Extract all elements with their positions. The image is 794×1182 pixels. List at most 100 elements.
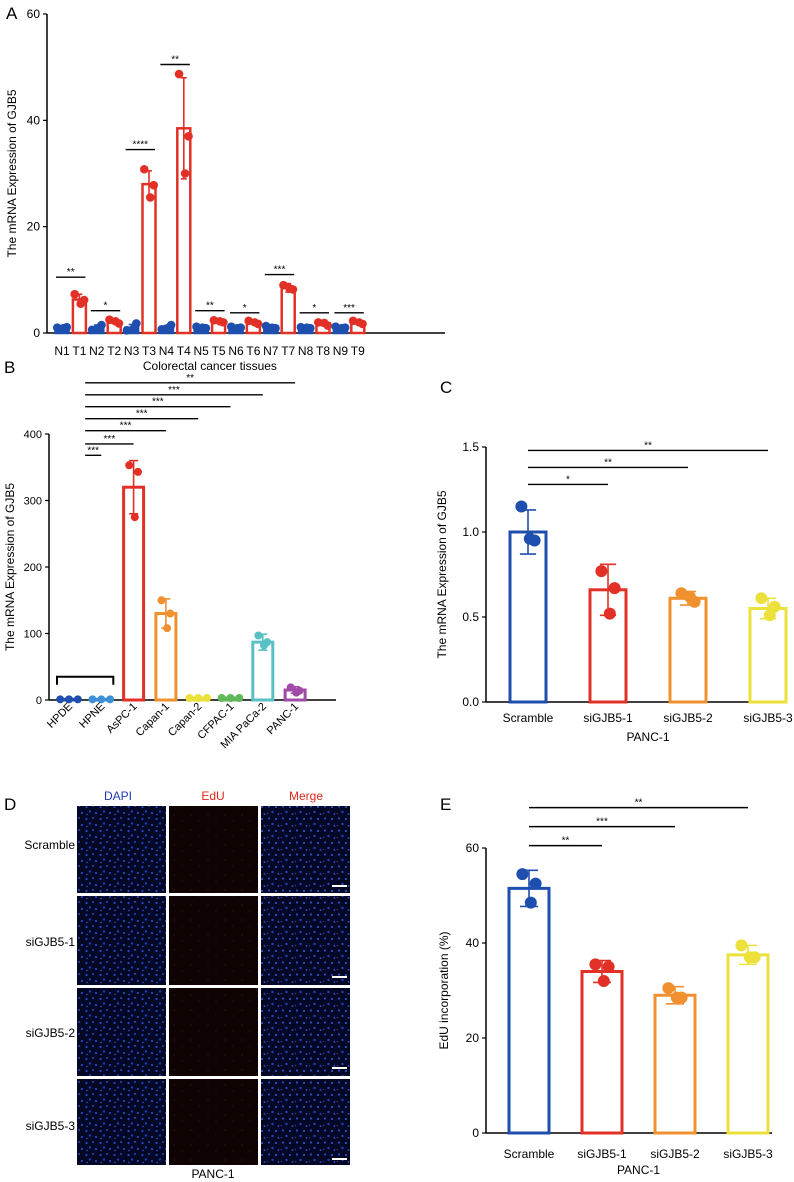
y-tick-label: 60 — [27, 7, 41, 21]
data-point-e-1-1 — [602, 960, 615, 973]
x-tick-label-b-3: Capan-1 — [134, 701, 172, 739]
bar-c-3 — [748, 607, 788, 704]
x-tick-label-a-1: T1 — [72, 344, 86, 358]
data-point-e-3-2 — [743, 951, 756, 964]
significance-label-a-7: * — [312, 303, 316, 314]
micrograph-edu-sigjb5-2 — [169, 988, 258, 1076]
control-group-bracket — [56, 675, 115, 685]
significance-label-a-3: ** — [171, 55, 179, 66]
data-point-b-1-2 — [106, 695, 115, 704]
panel-letter-b: B — [4, 358, 15, 377]
row-label-sigjb5-2: siGJB5-2 — [26, 1026, 76, 1040]
y-tick-label: 1.0 — [462, 525, 479, 539]
y-axis-title: The mRNA Expression of GJB5 — [435, 490, 449, 658]
micrograph-edu-scramble — [169, 806, 258, 893]
row-label-sigjb5-3: siGJB5-3 — [26, 1119, 76, 1133]
data-point-b-4-2 — [203, 694, 211, 703]
y-axis-title: EdU incorporation (%) — [437, 931, 451, 1049]
y-tick-label: 100 — [24, 629, 42, 641]
x-tick-label-a-16: N9 — [333, 344, 349, 358]
x-tick-label-a-7: T4 — [177, 344, 191, 358]
y-tick-label: 0 — [36, 695, 42, 707]
data-point-a-15-2 — [319, 318, 329, 328]
significance-label-b-1: *** — [104, 434, 116, 445]
panel-d-micrographs: DAPI EdU Merge Scramble siGJB5-1 siGJB5-… — [24, 789, 350, 1181]
data-point-b-2-2 — [130, 513, 139, 522]
column-label-dapi: DAPI — [104, 789, 132, 803]
y-tick-label: 20 — [466, 1031, 480, 1045]
x-axis-title: Colorectal cancer tissues — [143, 359, 277, 373]
y-tick-label: 1.5 — [462, 440, 479, 454]
data-point-b-4-0 — [185, 694, 194, 703]
y-tick-label: 20 — [27, 220, 41, 234]
data-point-b-5-0 — [217, 694, 226, 703]
x-tick-label-a-2: N2 — [89, 344, 105, 358]
significance-label-e-1: *** — [596, 817, 608, 828]
data-point-a-1-2 — [76, 299, 85, 309]
significance-label-e-2: ** — [635, 798, 643, 809]
data-point-e-0-0 — [516, 868, 529, 881]
data-point-a-10-2 — [232, 323, 242, 333]
micrograph-merge-sigjb5-3 — [261, 1079, 350, 1165]
x-tick-label-e-1: siGJB5-1 — [577, 1147, 627, 1161]
x-tick-label-a-3: T2 — [107, 344, 121, 358]
bar-c-0 — [508, 530, 548, 704]
bar-e-2 — [653, 993, 697, 1135]
data-point-a-9-2 — [215, 317, 225, 326]
data-point-b-3-2 — [163, 624, 172, 633]
data-point-c-1-0 — [595, 565, 608, 578]
data-point-a-14-2 — [302, 323, 312, 332]
significance-label-a-5: * — [243, 303, 247, 314]
micrograph-edu-sigjb5-3 — [169, 1079, 258, 1165]
significance-label-e-0: ** — [562, 836, 570, 847]
row-label-scramble: Scramble — [24, 838, 75, 852]
y-tick-label: 300 — [24, 496, 42, 508]
x-tick-label-b-1: HPNE — [77, 701, 107, 731]
micrograph-merge-sigjb5-2 — [261, 988, 350, 1076]
bar-e-0 — [507, 886, 551, 1135]
data-point-a-11-2 — [250, 318, 259, 327]
micrograph-dapi-sigjb5-1 — [77, 896, 166, 985]
data-point-e-2-0 — [662, 982, 675, 995]
data-point-e-2-2 — [670, 991, 683, 1004]
y-tick-label: 0.5 — [462, 610, 479, 624]
significance-label-c-1: ** — [604, 457, 612, 468]
data-point-b-2-0 — [125, 461, 134, 470]
data-point-b-6-0 — [254, 631, 263, 640]
panel-e-chart: 0 20 40 60 EdU incorporation (%) PANC-1 Scramb… — [437, 798, 773, 1177]
data-point-b-3-1 — [166, 609, 175, 618]
data-point-e-0-1 — [529, 877, 542, 890]
y-tick-label: 400 — [24, 429, 42, 441]
x-axis-title: PANC-1 — [626, 730, 669, 744]
significance-label-a-1: * — [104, 301, 108, 312]
data-point-a-7-2 — [180, 169, 190, 178]
data-point-a-0-2 — [58, 323, 68, 333]
x-tick-label-a-0: N1 — [54, 344, 70, 358]
micrograph-merge-scramble — [261, 806, 350, 893]
data-point-a-2-2 — [93, 323, 103, 333]
x-tick-label-a-6: N4 — [159, 344, 175, 358]
data-point-a-5-2 — [145, 193, 155, 202]
x-tick-label-a-5: T3 — [142, 344, 156, 358]
data-point-c-1-2 — [603, 607, 616, 620]
data-point-b-6-2 — [260, 641, 268, 650]
panel-d-caption: PANC-1 — [191, 1167, 234, 1181]
data-point-a-17-2 — [354, 318, 364, 327]
bar-a-13 — [280, 286, 296, 335]
significance-label-a-6: *** — [274, 265, 286, 276]
x-tick-label-a-8: N5 — [194, 344, 210, 358]
x-tick-label-a-10: N6 — [228, 344, 244, 358]
bar-e-3 — [726, 953, 770, 1135]
data-point-a-16-2 — [337, 323, 346, 333]
panel-b-chart: 0 100 200 300 400 The mRNA Expression of GJB5… — [3, 373, 336, 751]
panel-c-chart: 0.0 0.5 1.0 1.5 The mRNA Expression of GJB5 P… — [435, 440, 793, 744]
data-point-e-3-0 — [735, 939, 748, 952]
bar-c-2 — [668, 596, 708, 704]
data-point-a-4-2 — [128, 324, 138, 334]
y-tick-label: 0 — [472, 1126, 479, 1140]
data-point-e-1-2 — [597, 975, 610, 987]
data-point-b-7-0 — [286, 683, 295, 692]
x-tick-label-a-11: T6 — [246, 344, 260, 358]
y-tick-label: 60 — [466, 841, 480, 855]
